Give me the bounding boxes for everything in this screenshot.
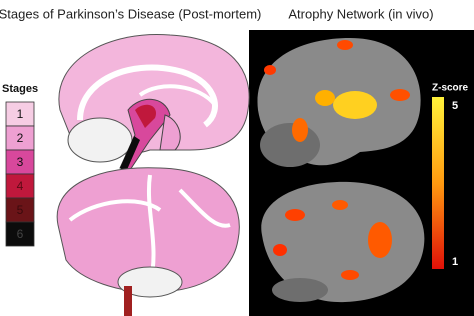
right-title: Atrophy Network (in vivo) <box>288 6 433 21</box>
colorbar-max: 5 <box>452 100 458 112</box>
stage-swatch <box>5 125 35 151</box>
colorbar-title: Z-score <box>432 83 469 94</box>
stage-swatch <box>5 101 35 127</box>
brain-sagittal-drawing <box>58 33 250 172</box>
mri-sagittal <box>257 38 421 167</box>
stage-label: 6 <box>17 227 24 241</box>
stage-swatch <box>5 221 35 247</box>
colorbar-min: 1 <box>452 256 458 268</box>
stage-label: 5 <box>17 203 24 217</box>
left-title: Stages of Parkinson’s Disease (Post-mort… <box>0 6 261 21</box>
stage-swatch <box>5 173 35 199</box>
brain-lateral-drawing <box>56 167 240 316</box>
stage-label: 1 <box>17 107 24 121</box>
stages-title: Stages <box>2 83 38 95</box>
colorbar <box>432 97 444 269</box>
stage-label: 4 <box>17 179 24 193</box>
stage-label: 2 <box>17 131 24 145</box>
mri-lateral <box>261 181 425 303</box>
stages-legend: 1 2 3 4 5 6 <box>5 101 35 247</box>
stage-label: 3 <box>17 155 24 169</box>
